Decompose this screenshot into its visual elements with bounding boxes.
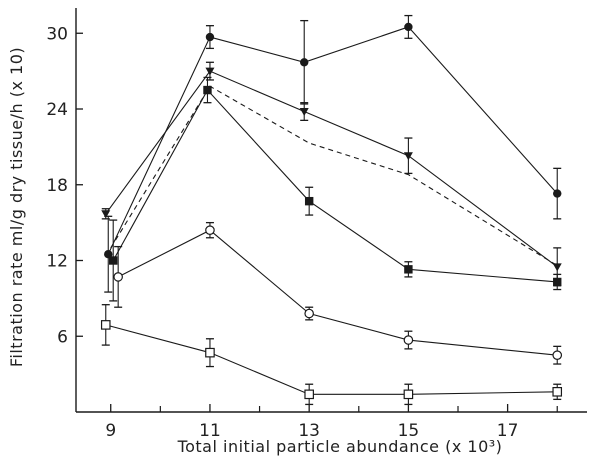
data-point bbox=[205, 32, 215, 42]
data-point bbox=[552, 263, 562, 272]
data-point bbox=[403, 152, 413, 161]
data-point bbox=[299, 108, 309, 117]
data-point bbox=[100, 320, 111, 330]
y-tick-label: 6 bbox=[57, 327, 68, 347]
series-3 bbox=[109, 76, 562, 302]
x-tick-label: 15 bbox=[398, 421, 420, 441]
y-tick-label: 12 bbox=[46, 252, 68, 272]
series-line bbox=[110, 85, 558, 267]
y-tick-label: 24 bbox=[46, 100, 68, 120]
data-point bbox=[104, 249, 113, 259]
series-4 bbox=[110, 85, 558, 267]
x-tick-label: 11 bbox=[199, 421, 221, 441]
axes: 9 11 13 15 17 6 12 18 24 30 bbox=[46, 8, 587, 441]
data-point bbox=[404, 22, 413, 32]
data-point bbox=[404, 265, 413, 274]
data-point bbox=[113, 272, 123, 282]
data-point bbox=[403, 389, 414, 400]
data-point bbox=[552, 387, 563, 397]
data-point bbox=[205, 347, 215, 358]
series-5 bbox=[113, 221, 563, 365]
series-1 bbox=[104, 14, 562, 293]
data-point bbox=[304, 196, 314, 206]
data-point bbox=[203, 85, 212, 95]
data-point bbox=[403, 335, 414, 345]
y-axis-label: Filtration rate ml/g dry tissue/h (x 10) bbox=[7, 47, 26, 367]
x-axis-label: Total initial particle abundance (x 10³) bbox=[177, 437, 503, 456]
series-2 bbox=[101, 61, 562, 287]
series-6 bbox=[100, 304, 563, 406]
x-tick-label: 13 bbox=[298, 421, 320, 441]
series-line bbox=[105, 324, 558, 395]
y-tick-label: 18 bbox=[46, 176, 68, 196]
data-point bbox=[553, 189, 562, 198]
series-line bbox=[105, 70, 558, 268]
series-layer bbox=[100, 14, 563, 406]
data-point bbox=[101, 210, 111, 219]
y-tick-label: 30 bbox=[46, 24, 68, 44]
data-point bbox=[109, 256, 118, 265]
data-point bbox=[300, 58, 309, 67]
data-point bbox=[205, 225, 215, 235]
data-point bbox=[304, 389, 314, 400]
data-point bbox=[304, 308, 314, 319]
series-line bbox=[117, 229, 558, 356]
x-tick-label: 17 bbox=[497, 421, 519, 441]
series-line bbox=[107, 26, 558, 255]
data-point bbox=[552, 350, 563, 360]
x-tick-label: 9 bbox=[105, 421, 116, 441]
data-point bbox=[205, 67, 215, 76]
data-point bbox=[553, 277, 562, 287]
